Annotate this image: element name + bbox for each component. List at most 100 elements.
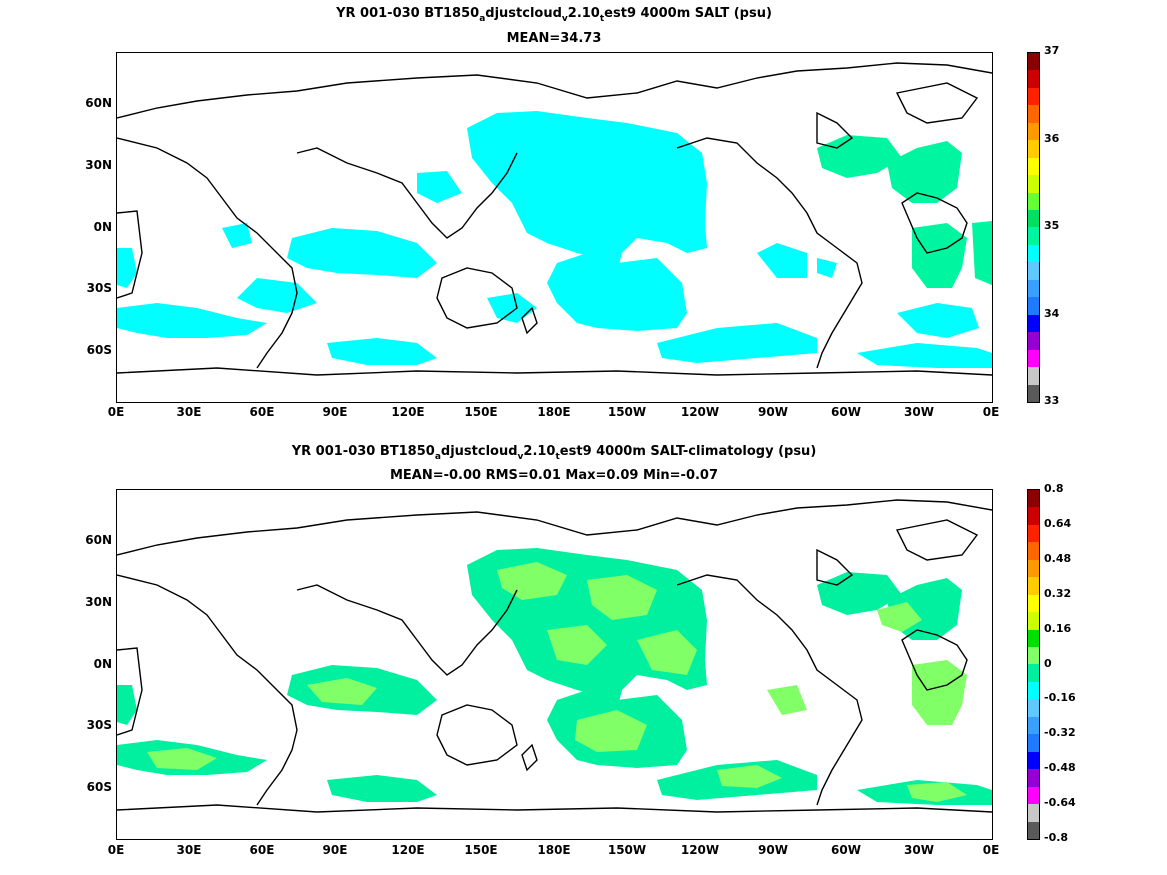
panel2-colorbar-segment — [1028, 821, 1039, 839]
panel2-cbar-tick-0.32: 0.32 — [1044, 587, 1072, 600]
panel1-subtitle: MEAN=34.73 — [506, 31, 602, 46]
panel1-colorbar-segment — [1028, 262, 1039, 280]
panel2-cbar-tick-0.16: 0.16 — [1044, 622, 1072, 635]
panel2-lon-30e: 30E — [176, 843, 202, 857]
panel2-colorbar-segment — [1028, 647, 1039, 665]
panel1-lon-0e: 0E — [107, 405, 125, 419]
panel1-colorbar-segment — [1028, 175, 1039, 193]
panel1-salinity-fill — [117, 111, 992, 368]
panel1-colorbar-segment — [1028, 279, 1039, 298]
panel1-lon-60e: 60E — [249, 405, 275, 419]
panel2-colorbar-segment — [1028, 594, 1039, 613]
panel2-colorbar-segment — [1028, 804, 1039, 822]
panel2-lon-0e: 0E — [107, 843, 125, 857]
panel1-lon-0e-end: 0E — [982, 405, 1000, 419]
panel1-colorbar-segment — [1028, 332, 1039, 350]
panel1-colorbar-segment — [1028, 314, 1039, 333]
panel2-lon-0e-end: 0E — [982, 843, 1000, 857]
panel2-colorbar-segment — [1028, 612, 1039, 630]
panel2-colorbar-segment — [1028, 664, 1039, 682]
panel2-lon-180e: 180E — [537, 843, 571, 857]
panel1-lon-120e: 120E — [391, 405, 425, 419]
panel2-colorbar-segment — [1028, 699, 1039, 717]
panel1-colorbar-segment — [1028, 244, 1039, 263]
panel2-lat-0n: 0N — [93, 657, 112, 671]
panel1-coastlines — [117, 62, 992, 376]
panel2-map — [116, 489, 993, 840]
panel2-colorbar-segment — [1028, 542, 1039, 560]
panel1-lat-0n: 0N — [93, 220, 112, 234]
panel1-lat-60s: 60S — [86, 343, 112, 357]
panel1-cbar-tick-37: 37 — [1044, 44, 1060, 57]
panel2-cbar-tick-neg0.8: -0.8 — [1044, 831, 1069, 844]
panel1-lat-30n: 30N — [85, 158, 112, 172]
panel2-lon-120e: 120E — [391, 843, 425, 857]
panel1-colorbar-segment — [1028, 349, 1039, 368]
panel2-colorbar-segment — [1028, 786, 1039, 805]
panel2-title: YR 001-030 BT1850adjustcloudv2.10test9 4… — [291, 444, 817, 462]
panel2-lon-150e: 150E — [464, 843, 498, 857]
panel1-colorbar-segment — [1028, 384, 1039, 402]
panel2-colorbar-segment — [1028, 751, 1039, 770]
panel2-cbar-tick-neg0.16: -0.16 — [1044, 691, 1076, 704]
panel2-colorbar — [1027, 489, 1040, 840]
panel1-colorbar-segment — [1028, 105, 1039, 123]
panel2-cbar-tick-neg0.64: -0.64 — [1044, 796, 1076, 809]
panel1-lon-180e: 180E — [537, 405, 571, 419]
panel1-lon-30w: 30W — [904, 405, 934, 419]
panel2-lon-90w: 90W — [758, 843, 788, 857]
panel1-cbar-tick-35: 35 — [1044, 219, 1060, 232]
panel1-colorbar-segment — [1028, 157, 1039, 176]
panel2-lon-60e: 60E — [249, 843, 275, 857]
panel2-cbar-tick-0: 0 — [1044, 657, 1052, 670]
panel1-colorbar-segment — [1028, 140, 1039, 158]
panel2-lat-30n: 30N — [85, 595, 112, 609]
panel2-colorbar-segment — [1028, 716, 1039, 735]
panel1-lat-30s: 30S — [86, 281, 112, 295]
panel2-colorbar-segment — [1028, 489, 1039, 508]
panel2-cbar-tick-0.64: 0.64 — [1044, 517, 1072, 530]
panel2-colorbar-segment — [1028, 681, 1039, 700]
panel2-anomaly-fill-b — [147, 562, 967, 802]
panel2-cbar-tick-0.48: 0.48 — [1044, 552, 1072, 565]
panel2-subtitle: MEAN=-0.00 RMS=0.01 Max=0.09 Min=-0.07 — [389, 468, 719, 483]
panel1-lon-30e: 30E — [176, 405, 202, 419]
panel2-lat-60n: 60N — [85, 533, 112, 547]
panel2-cbar-tick-neg0.32: -0.32 — [1044, 726, 1076, 739]
panel2-lat-60s: 60S — [86, 780, 112, 794]
panel2-cbar-tick-0.8: 0.8 — [1044, 482, 1064, 495]
panel2-coastlines — [117, 499, 992, 813]
panel1-lon-150e: 150E — [464, 405, 498, 419]
panel1-cbar-tick-34: 34 — [1044, 307, 1060, 320]
panel2-lon-30w: 30W — [904, 843, 934, 857]
panel1-colorbar-segment — [1028, 297, 1039, 315]
panel1-lon-150w: 150W — [607, 405, 647, 419]
panel2-cbar-tick-neg0.48: -0.48 — [1044, 761, 1076, 774]
panel1-lon-90e: 90E — [322, 405, 348, 419]
panel2-map-canvas — [117, 499, 992, 813]
panel1-colorbar — [1027, 52, 1040, 403]
panel1-lon-90w: 90W — [758, 405, 788, 419]
panel2-colorbar-segment — [1028, 769, 1039, 787]
panel1-lon-120w: 120W — [680, 405, 720, 419]
panel2-colorbar-segment — [1028, 629, 1039, 648]
panel2-colorbar-segment — [1028, 507, 1039, 525]
panel2-colorbar-segment — [1028, 524, 1039, 543]
panel1-title: YR 001-030 BT1850adjustcloudv2.10test9 4… — [336, 6, 772, 24]
panel2-colorbar-segment — [1028, 577, 1039, 595]
panel1-colorbar-segment — [1028, 227, 1039, 245]
panel1-map-canvas — [117, 62, 992, 376]
panel1-colorbar-segment — [1028, 87, 1039, 106]
panel1-colorbar-segment — [1028, 192, 1039, 211]
panel2-lat-30s: 30S — [86, 718, 112, 732]
panel1-colorbar-segment — [1028, 122, 1039, 141]
panel1-map — [116, 52, 993, 403]
panel1-colorbar-segment — [1028, 210, 1039, 228]
panel1-cbar-tick-33: 33 — [1044, 394, 1060, 407]
panel2-colorbar-segment — [1028, 734, 1039, 752]
panel2-lon-60w: 60W — [831, 843, 861, 857]
panel1-colorbar-segment — [1028, 367, 1039, 385]
panel2-colorbar-segment — [1028, 559, 1039, 578]
panel2-lon-150w: 150W — [607, 843, 647, 857]
panel2-lon-120w: 120W — [680, 843, 720, 857]
